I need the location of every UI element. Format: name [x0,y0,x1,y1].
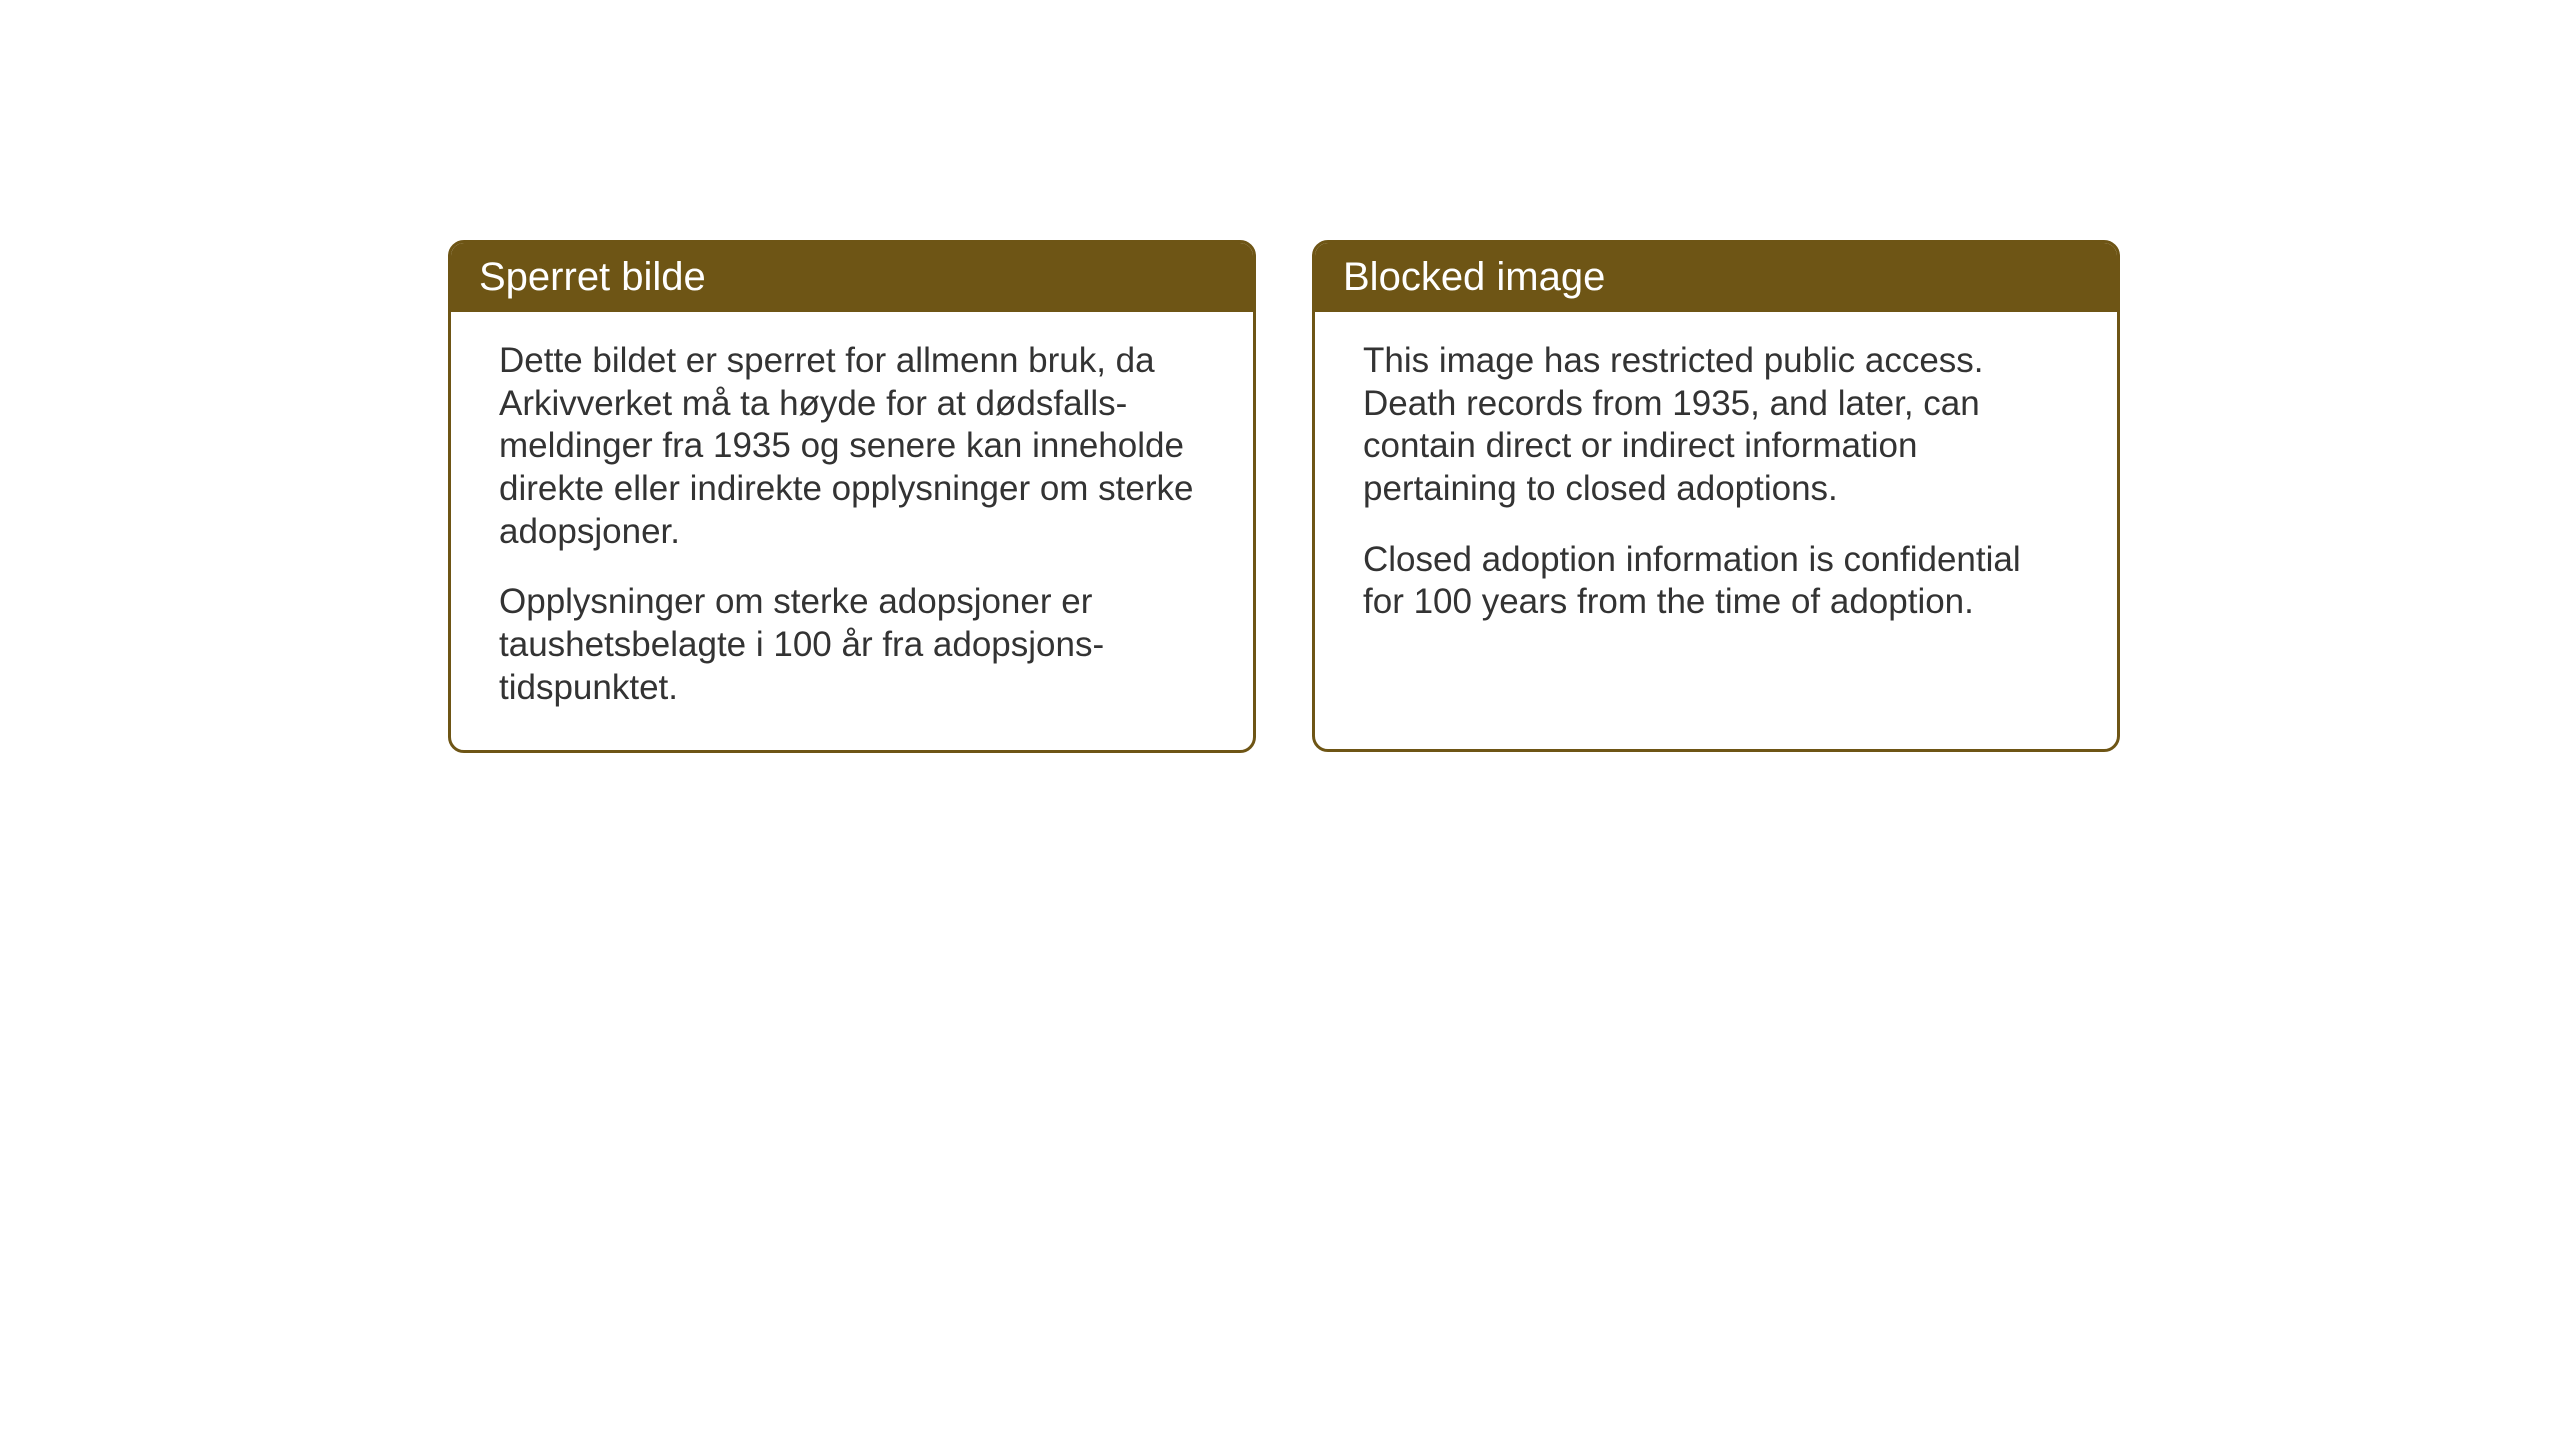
card-body-english: This image has restricted public access.… [1315,312,2117,664]
card-norwegian: Sperret bilde Dette bildet er sperret fo… [448,240,1256,753]
card-header-english: Blocked image [1315,243,2117,312]
paragraph-english-1: This image has restricted public access.… [1363,340,2069,511]
paragraph-english-2: Closed adoption information is confident… [1363,539,2069,624]
card-body-norwegian: Dette bildet er sperret for allmenn bruk… [451,312,1253,750]
paragraph-norwegian-1: Dette bildet er sperret for allmenn bruk… [499,340,1205,553]
cards-container: Sperret bilde Dette bildet er sperret fo… [448,240,2120,753]
paragraph-norwegian-2: Opplysninger om sterke adopsjoner er tau… [499,581,1205,709]
card-header-norwegian: Sperret bilde [451,243,1253,312]
card-english: Blocked image This image has restricted … [1312,240,2120,752]
